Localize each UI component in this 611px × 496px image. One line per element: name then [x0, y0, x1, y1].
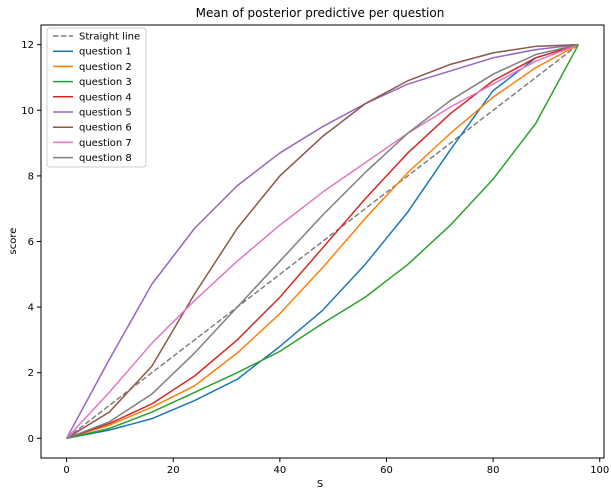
- series-line-question-7: [66, 43, 579, 439]
- series-layer: [65, 43, 580, 440]
- series-line-question-8: [66, 43, 579, 440]
- plot-area: [40, 24, 605, 459]
- x-tick-label: 100: [590, 465, 609, 476]
- series-line-straight-line: [66, 44, 579, 439]
- legend-label-question-7: question 7: [79, 138, 132, 149]
- series-line-question-6: [66, 43, 579, 439]
- chart-title: Mean of posterior predictive per questio…: [196, 6, 445, 20]
- x-tick-label: 20: [167, 465, 180, 476]
- legend-label-question-2: question 2: [79, 62, 132, 73]
- y-tick-label: 6: [28, 237, 34, 248]
- legend-label-question-1: question 1: [79, 47, 132, 58]
- y-axis: 0 2 4 6 8 10 12: [21, 40, 41, 445]
- y-tick-label: 4: [28, 303, 34, 314]
- x-tick-label: 60: [380, 465, 393, 476]
- legend-label-question-3: question 3: [79, 77, 132, 88]
- legend-label-straight-line: Straight line: [79, 32, 140, 43]
- series-line-question-3: [66, 44, 580, 440]
- legend-box: [46, 27, 147, 168]
- legend-label-question-4: question 4: [79, 92, 132, 103]
- series-line-question-2: [66, 44, 579, 440]
- series-line-question-5: [65, 43, 579, 439]
- legend-label-question-6: question 6: [79, 123, 132, 134]
- series-line-question-4: [66, 43, 579, 440]
- y-tick-label: 10: [21, 106, 34, 117]
- legend: Straight line question 1 question 2 questio…: [46, 27, 147, 168]
- x-axis: 0 20 40 60 80 100: [63, 458, 609, 476]
- y-tick-label: 8: [28, 171, 34, 182]
- x-tick-label: 0: [63, 465, 69, 476]
- y-axis-label: score: [8, 228, 19, 255]
- legend-items: Straight line question 1 question 2 questio…: [53, 32, 140, 164]
- series-line-question-1: [66, 43, 579, 440]
- y-tick-label: 0: [28, 434, 34, 445]
- x-axis-label: S: [317, 479, 323, 490]
- legend-label-question-5: question 5: [79, 108, 132, 119]
- x-tick-label: 40: [273, 465, 286, 476]
- legend-label-question-8: question 8: [79, 153, 132, 164]
- x-tick-label: 80: [487, 465, 500, 476]
- y-tick-label: 2: [28, 368, 34, 379]
- y-tick-label: 12: [21, 40, 34, 51]
